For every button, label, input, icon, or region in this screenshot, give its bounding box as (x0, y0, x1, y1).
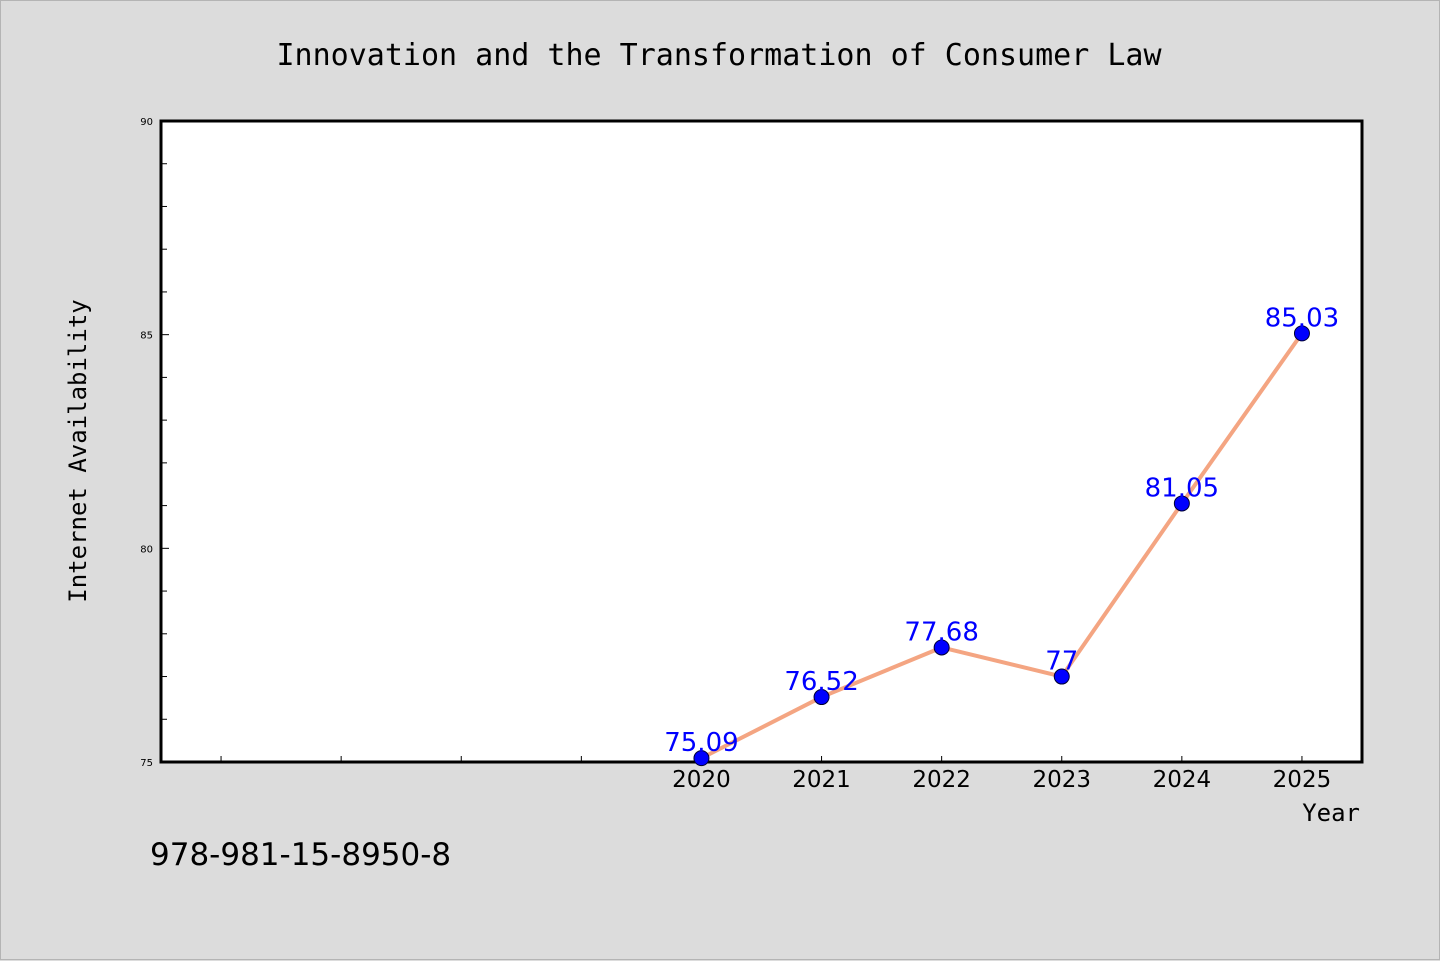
data-label: 77.68 (904, 617, 978, 647)
isbn-text: 978-981-15-8950-8 (150, 837, 451, 873)
y-tick-label: 80 (140, 544, 153, 555)
data-label: 76.52 (784, 667, 858, 697)
x-axis-ticks: 2020 2021 2022 2023 2024 2025 (220, 756, 1332, 793)
x-tick-label: 2025 (1273, 767, 1332, 793)
x-tick-label: 2021 (792, 767, 851, 793)
chart-title: Innovation and the Transformation of Con… (276, 38, 1162, 73)
data-point (1293, 325, 1310, 342)
data-point (1053, 668, 1070, 685)
y-axis-ticks: 75 80 85 90 (140, 117, 169, 769)
data-point (1173, 495, 1190, 512)
data-label: 75.09 (664, 728, 738, 758)
y-tick-label: 90 (140, 117, 153, 128)
x-tick-label: 2024 (1153, 767, 1212, 793)
data-label: 81.05 (1145, 473, 1219, 503)
data-point (693, 750, 710, 767)
x-tick-label: 2023 (1032, 767, 1091, 793)
y-tick-label: 75 (140, 758, 153, 769)
x-tick-label: 2020 (672, 767, 731, 793)
data-label: 77 (1045, 647, 1078, 677)
y-tick-label: 85 (140, 331, 153, 342)
data-point (813, 689, 830, 706)
series-line (699, 331, 1304, 761)
y-axis-label: Internet Availability (64, 299, 92, 602)
series-group: 75.09 76.52 77.68 77 81.05 85.03 (664, 303, 1339, 767)
data-label: 85.03 (1265, 303, 1339, 333)
x-tick-label: 2022 (912, 767, 971, 793)
plot-area (159, 119, 1364, 764)
x-axis-label: Year (1302, 799, 1360, 827)
data-point (933, 639, 950, 656)
